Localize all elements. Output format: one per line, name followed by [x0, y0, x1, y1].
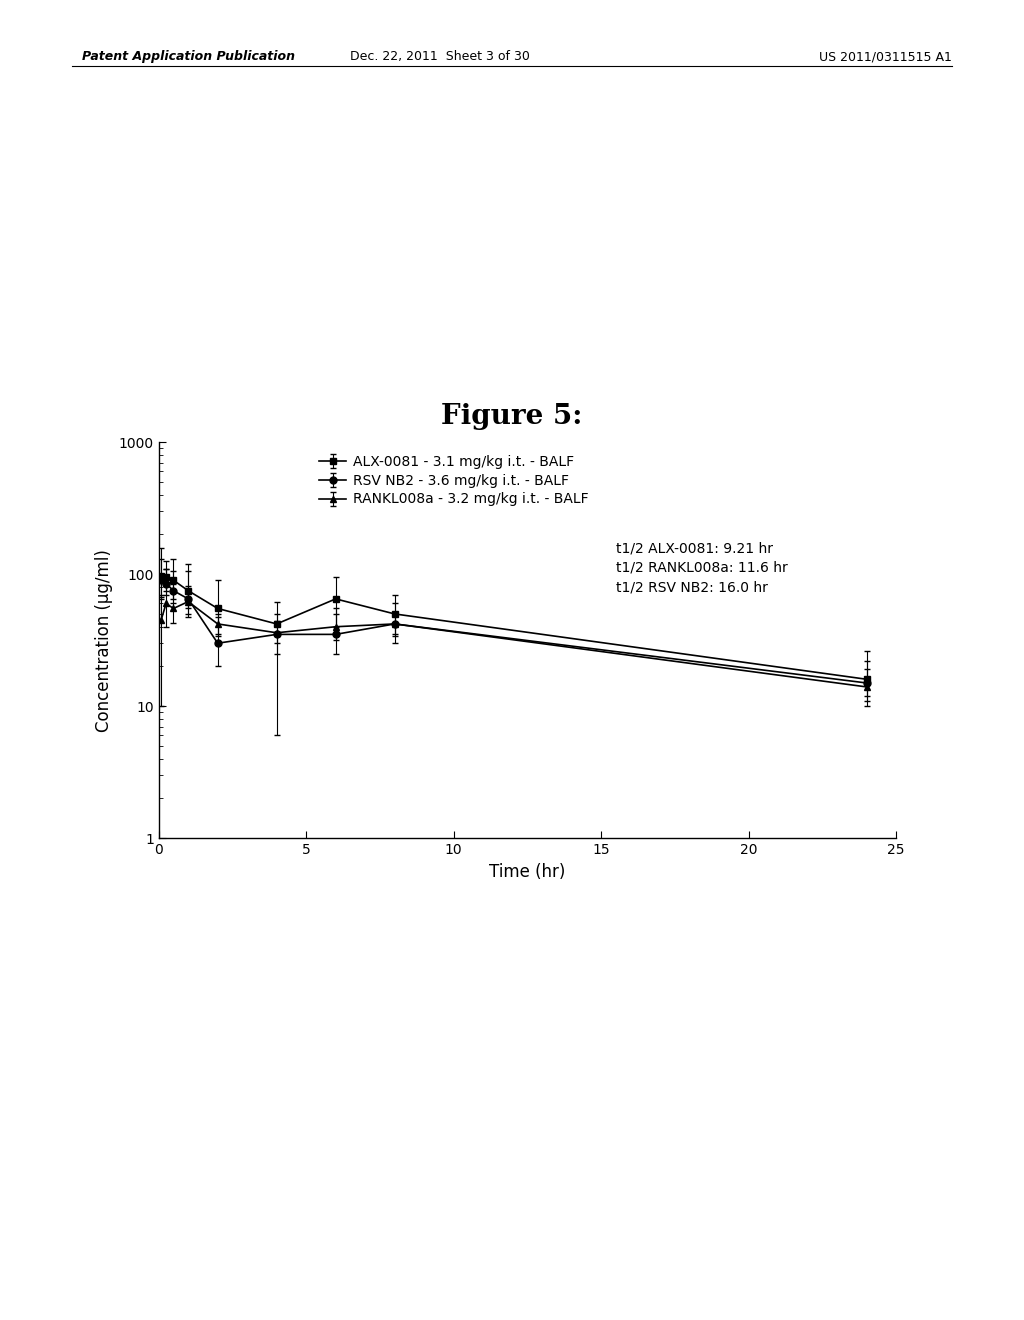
Text: US 2011/0311515 A1: US 2011/0311515 A1: [819, 50, 952, 63]
Text: t1/2 ALX-0081: 9.21 hr
t1/2 RANKL008a: 11.6 hr
t1/2 RSV NB2: 16.0 hr: t1/2 ALX-0081: 9.21 hr t1/2 RANKL008a: 1…: [615, 541, 787, 594]
Y-axis label: Concentration (μg/ml): Concentration (μg/ml): [95, 549, 114, 731]
X-axis label: Time (hr): Time (hr): [489, 862, 565, 880]
Text: Dec. 22, 2011  Sheet 3 of 30: Dec. 22, 2011 Sheet 3 of 30: [350, 50, 530, 63]
Text: Patent Application Publication: Patent Application Publication: [82, 50, 295, 63]
Legend: ALX-0081 - 3.1 mg/kg i.t. - BALF, RSV NB2 - 3.6 mg/kg i.t. - BALF, RANKL008a - 3: ALX-0081 - 3.1 mg/kg i.t. - BALF, RSV NB…: [313, 449, 595, 512]
Text: Figure 5:: Figure 5:: [441, 403, 583, 429]
